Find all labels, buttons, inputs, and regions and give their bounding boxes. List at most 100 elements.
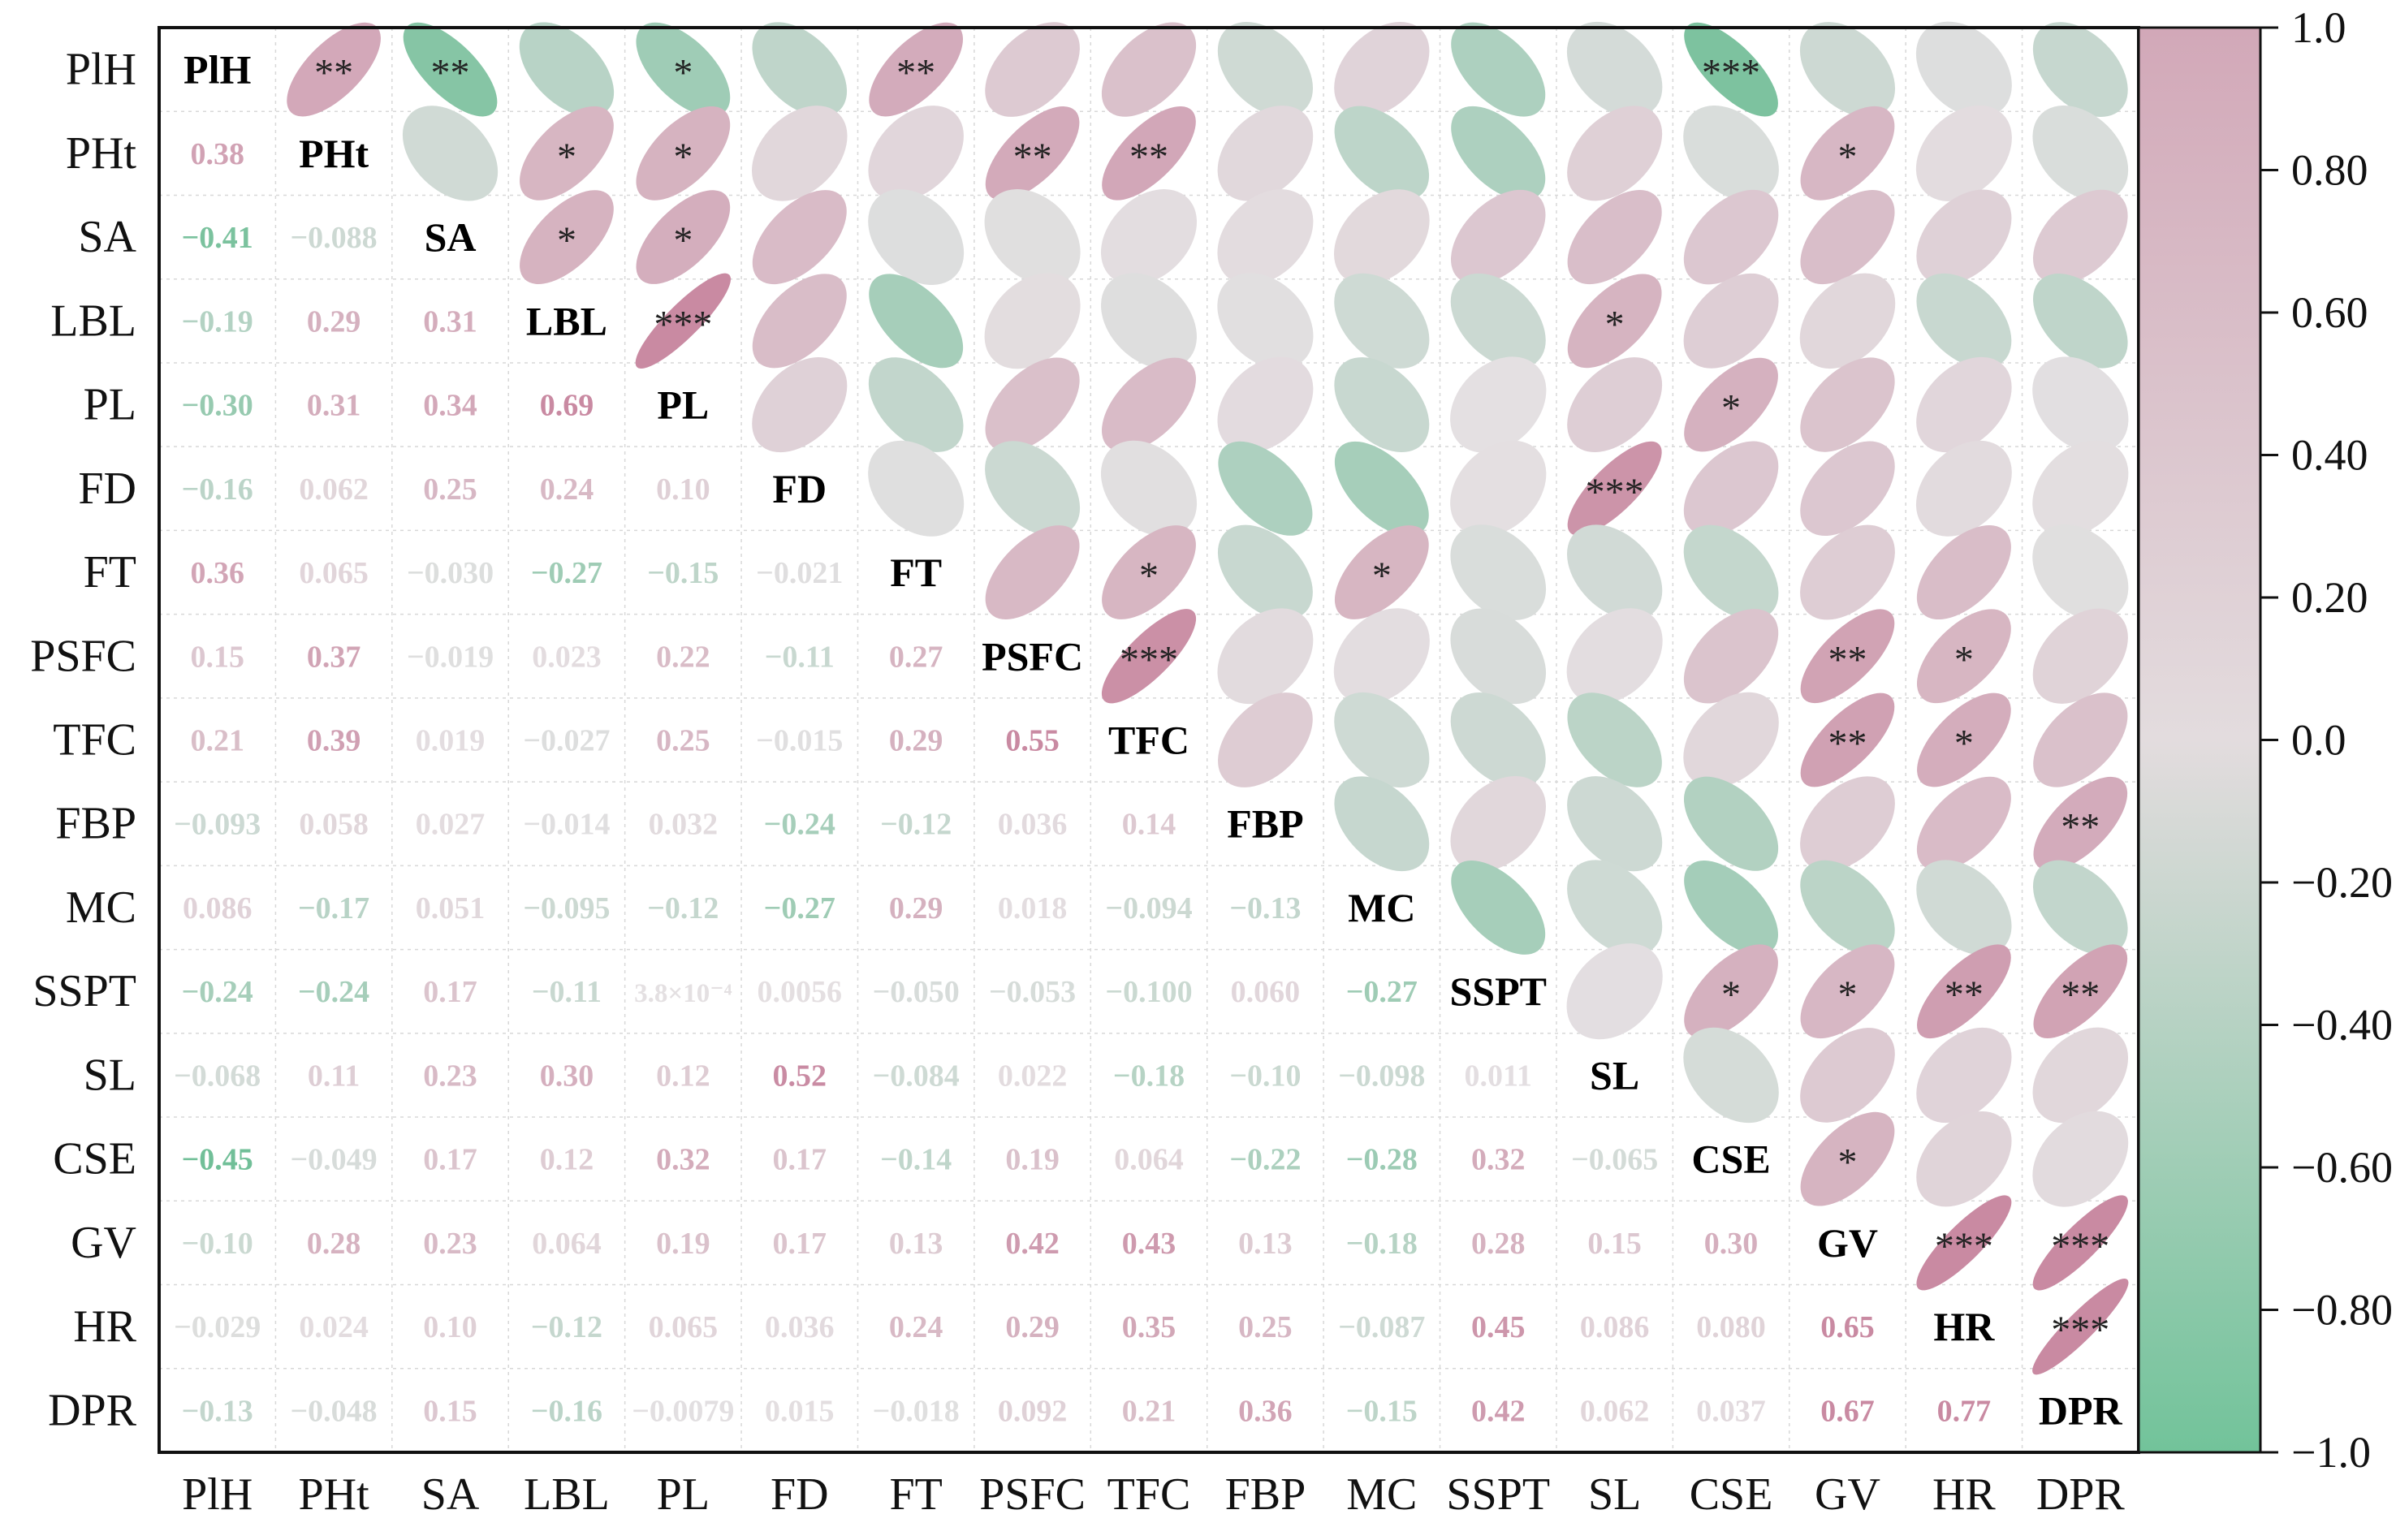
correlation-ellipse	[2033, 274, 2128, 369]
significance-stars: *	[673, 219, 693, 262]
correlation-ellipse	[1450, 775, 1547, 872]
correlation-ellipse	[1916, 1195, 2012, 1291]
correlation-value: −0.048	[291, 1394, 378, 1428]
diagonal-label: SSPT	[1449, 968, 1547, 1014]
correlation-ellipse	[1100, 440, 1198, 537]
correlation-ellipse	[1800, 441, 1895, 537]
column-label: LBL	[524, 1469, 610, 1520]
diagonal-label: GV	[1817, 1220, 1878, 1266]
correlation-value: 0.15	[1587, 1227, 1642, 1261]
diagonal-label: FT	[890, 550, 942, 595]
correlation-value: 0.024	[299, 1310, 369, 1344]
significance-stars: *	[1721, 973, 1741, 1016]
significance-stars: ***	[1586, 471, 1644, 514]
significance-stars: **	[1013, 136, 1052, 179]
correlation-ellipse	[985, 525, 1080, 619]
correlation-ellipse	[1800, 106, 1895, 201]
correlation-ellipse	[2032, 524, 2129, 621]
correlation-value: 0.25	[656, 724, 710, 758]
correlation-ellipse	[1800, 944, 1895, 1039]
correlation-ellipse	[2032, 440, 2129, 537]
correlation-value: −0.12	[647, 891, 719, 925]
significance-stars: *	[1721, 387, 1741, 430]
column-label: FD	[771, 1469, 829, 1520]
correlation-value: −0.16	[182, 472, 253, 507]
row-label: PL	[84, 380, 136, 430]
correlation-value: −0.30	[182, 389, 253, 423]
correlation-ellipse	[1334, 106, 1430, 201]
correlation-ellipse	[1450, 273, 1546, 369]
correlation-ellipse	[1683, 189, 1779, 285]
correlation-ellipse	[1451, 106, 1546, 201]
correlation-ellipse	[752, 274, 847, 369]
correlation-ellipse	[1567, 524, 1663, 620]
correlation-value: −0.088	[291, 221, 378, 255]
diagonal-label: TFC	[1108, 718, 1189, 763]
correlation-value: 0.39	[307, 724, 361, 758]
correlation-ellipse	[1101, 609, 1197, 704]
correlation-ellipse	[1567, 441, 1662, 536]
correlation-ellipse	[868, 440, 965, 537]
correlation-ellipse	[287, 22, 381, 117]
colorbar-tick-label: 0.80	[2291, 146, 2368, 195]
significance-stars: **	[896, 52, 935, 95]
correlation-value: 0.17	[773, 1143, 827, 1177]
colorbar: 1.0 0.80 0.60 0.40 0.20 0.0 −0.20 −0.40 −0.60 −0.…	[2137, 3, 2393, 1477]
correlation-value: −0.27	[764, 891, 835, 925]
correlation-ellipse	[2032, 22, 2128, 118]
correlation-ellipse	[1450, 608, 1547, 705]
correlation-ellipse	[1567, 860, 1663, 955]
correlation-ellipse	[635, 273, 732, 369]
diagonal-label: PSFC	[982, 633, 1083, 679]
correlation-ellipse	[1451, 22, 1546, 117]
correlation-ellipse	[1217, 189, 1314, 286]
correlation-ellipse	[1334, 357, 1430, 453]
correlation-value: −0.093	[174, 808, 261, 842]
correlation-value: −0.18	[1113, 1059, 1185, 1093]
significance-stars: ***	[1702, 52, 1760, 95]
column-label: PlH	[182, 1469, 253, 1520]
colorbar-tick-label: −0.20	[2291, 858, 2393, 907]
correlation-value: 0.011	[1465, 1059, 1532, 1093]
correlation-ellipse	[2033, 944, 2128, 1039]
correlation-ellipse	[1217, 356, 1314, 453]
correlation-value: −0.014	[523, 808, 610, 842]
correlation-ellipse	[1916, 609, 2011, 704]
correlation-value: −0.17	[298, 891, 369, 925]
significance-stars: *	[1837, 136, 1857, 179]
correlation-ellipse	[1566, 608, 1663, 705]
significance-stars: *	[557, 136, 576, 179]
correlation-ellipse	[519, 22, 615, 117]
correlation-ellipse	[1450, 524, 1547, 620]
correlation-value: −0.12	[531, 1310, 602, 1344]
colorbar-tick-label: 0.0	[2291, 716, 2346, 765]
correlation-value: −0.13	[182, 1394, 253, 1428]
column-label: TFC	[1107, 1469, 1191, 1520]
correlation-ellipse	[1566, 943, 1663, 1040]
correlation-value: 0.062	[299, 472, 369, 507]
correlation-ellipse	[1800, 609, 1895, 704]
correlation-value: 0.10	[423, 1310, 477, 1344]
correlation-ellipse	[2032, 860, 2128, 955]
correlation-ellipse	[2033, 692, 2128, 787]
correlation-ellipse	[1800, 776, 1895, 872]
correlation-ellipse	[2033, 776, 2128, 871]
correlation-ellipse	[1217, 273, 1314, 369]
correlation-value: 0.080	[1696, 1310, 1766, 1344]
correlation-value: 0.22	[656, 640, 710, 674]
correlation-value: 0.19	[1005, 1143, 1060, 1177]
correlation-value: 0.086	[1580, 1310, 1650, 1344]
correlation-value: 0.69	[540, 389, 594, 423]
correlation-ellipse	[984, 189, 1081, 286]
correlation-value: −0.029	[174, 1310, 261, 1344]
correlation-value: 0.065	[649, 1310, 719, 1344]
correlation-value: 0.10	[656, 472, 710, 507]
column-label: PSFC	[979, 1469, 1086, 1520]
correlation-ellipse	[985, 106, 1080, 201]
correlation-ellipse	[868, 357, 964, 452]
correlation-value: −0.14	[880, 1143, 952, 1177]
correlation-ellipse	[752, 22, 848, 117]
diagonal-label: PHt	[299, 131, 369, 176]
correlation-value: −0.45	[182, 1143, 253, 1177]
correlation-value: 0.24	[540, 472, 594, 507]
